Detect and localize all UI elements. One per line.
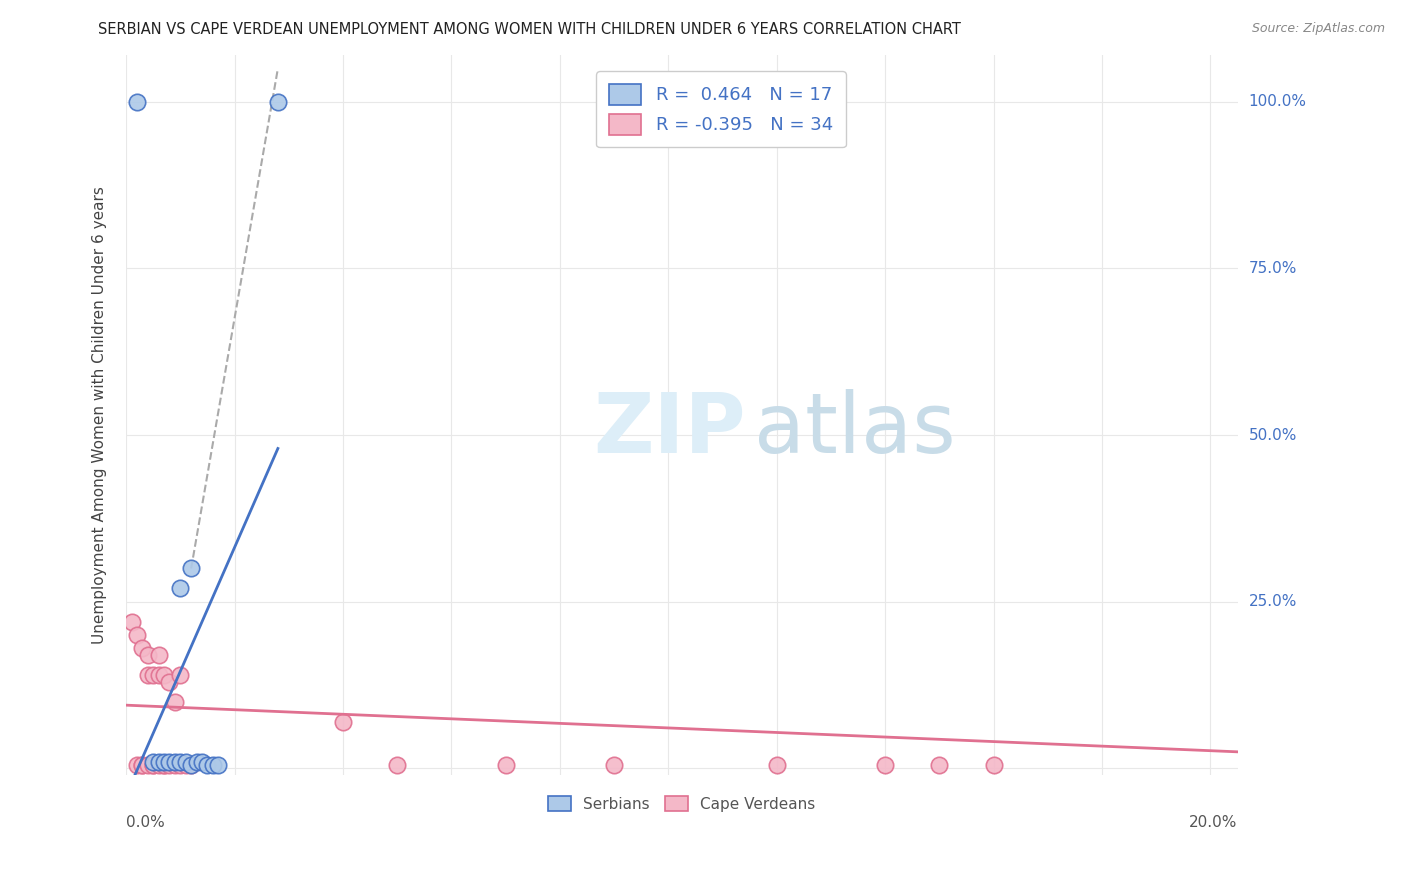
Point [136, 758, 159, 772]
Point [136, 648, 159, 662]
Point [603, 758, 626, 772]
Point [131, 758, 153, 772]
Point [385, 758, 408, 772]
Point [153, 755, 176, 769]
Point [159, 674, 181, 689]
Point [131, 641, 153, 656]
Point [875, 758, 897, 772]
Point [169, 668, 191, 682]
Point [148, 668, 170, 682]
Point [191, 755, 214, 769]
Point [180, 561, 202, 575]
Text: 50.0%: 50.0% [1249, 427, 1296, 442]
Point [765, 758, 787, 772]
Point [148, 755, 170, 769]
Point [121, 615, 143, 629]
Text: 0.0%: 0.0% [127, 814, 165, 830]
Point [332, 714, 354, 729]
Point [131, 758, 153, 772]
Point [148, 758, 170, 772]
Y-axis label: Unemployment Among Women with Children Under 6 years: Unemployment Among Women with Children U… [93, 186, 107, 644]
Point [180, 758, 202, 772]
Point [983, 758, 1005, 772]
Text: ZIP: ZIP [593, 389, 745, 470]
Point [163, 755, 186, 769]
Point [148, 648, 170, 662]
Point [153, 758, 176, 772]
Point [928, 758, 950, 772]
Point [163, 695, 186, 709]
Point [201, 758, 224, 772]
Point [125, 95, 148, 109]
Text: Source: ZipAtlas.com: Source: ZipAtlas.com [1251, 22, 1385, 36]
Point [136, 668, 159, 682]
Point [197, 758, 219, 772]
Point [169, 582, 191, 596]
Point [186, 755, 208, 769]
Point [174, 755, 197, 769]
Point [180, 758, 202, 772]
Text: 20.0%: 20.0% [1189, 814, 1237, 830]
Point [142, 755, 165, 769]
Point [125, 628, 148, 642]
Legend: Serbians, Cape Verdeans: Serbians, Cape Verdeans [541, 789, 821, 818]
Point [125, 758, 148, 772]
Text: 25.0%: 25.0% [1249, 594, 1296, 609]
Text: 100.0%: 100.0% [1249, 95, 1306, 110]
Point [153, 668, 176, 682]
Point [163, 758, 186, 772]
Point [267, 95, 290, 109]
Point [142, 758, 165, 772]
Point [169, 755, 191, 769]
Point [169, 758, 191, 772]
Text: SERBIAN VS CAPE VERDEAN UNEMPLOYMENT AMONG WOMEN WITH CHILDREN UNDER 6 YEARS COR: SERBIAN VS CAPE VERDEAN UNEMPLOYMENT AMO… [98, 22, 962, 37]
Point [495, 758, 517, 772]
Point [207, 758, 229, 772]
Point [142, 758, 165, 772]
Point [159, 755, 181, 769]
Text: 75.0%: 75.0% [1249, 261, 1296, 276]
Point [174, 758, 197, 772]
Point [159, 758, 181, 772]
Text: atlas: atlas [754, 389, 956, 470]
Point [142, 668, 165, 682]
Point [153, 758, 176, 772]
